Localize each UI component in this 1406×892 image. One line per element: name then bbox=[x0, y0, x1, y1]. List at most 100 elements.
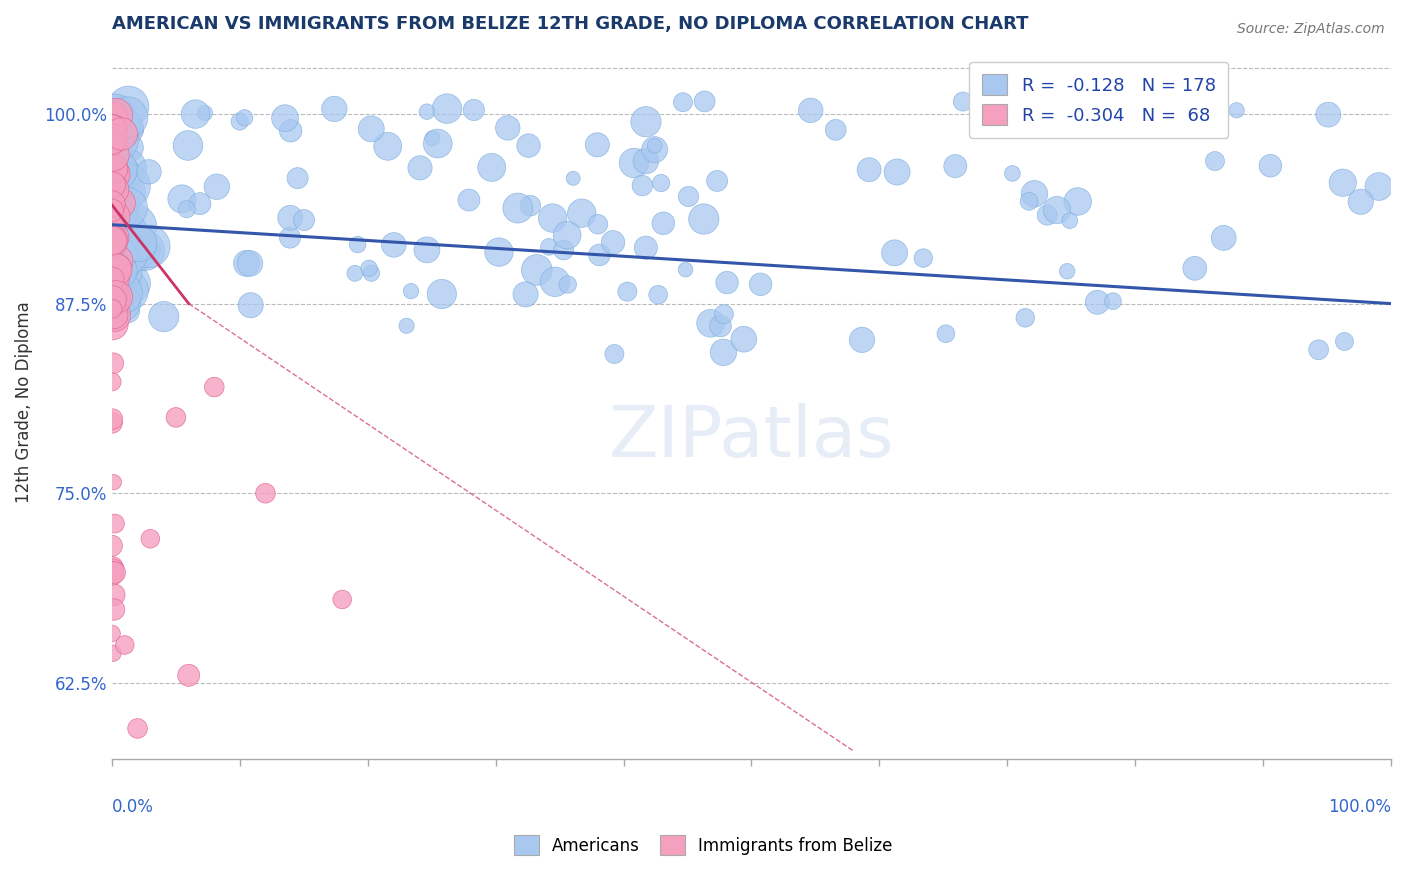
Point bbox=[343, 266, 366, 280]
Point bbox=[122, 219, 145, 234]
Point bbox=[105, 162, 128, 177]
Point bbox=[634, 114, 657, 128]
Point bbox=[127, 722, 149, 736]
Point bbox=[108, 196, 131, 211]
Point bbox=[101, 147, 124, 161]
Point bbox=[647, 287, 669, 301]
Point bbox=[517, 138, 540, 153]
Point bbox=[103, 117, 125, 131]
Point bbox=[110, 295, 132, 310]
Point bbox=[184, 107, 207, 121]
Point bbox=[634, 154, 657, 169]
Point bbox=[555, 228, 578, 243]
Point bbox=[114, 638, 136, 652]
Text: AMERICAN VS IMMIGRANTS FROM BELIZE 12TH GRADE, NO DIPLOMA CORRELATION CHART: AMERICAN VS IMMIGRANTS FROM BELIZE 12TH … bbox=[112, 15, 1028, 33]
Point bbox=[114, 164, 136, 178]
Point bbox=[101, 317, 124, 331]
Point bbox=[103, 165, 125, 179]
Point bbox=[709, 318, 731, 333]
Point bbox=[436, 102, 458, 116]
Point bbox=[101, 234, 124, 248]
Point bbox=[553, 243, 575, 257]
Point bbox=[1317, 108, 1340, 122]
Point bbox=[139, 244, 162, 258]
Point bbox=[101, 285, 124, 300]
Point bbox=[943, 159, 966, 173]
Point bbox=[103, 223, 125, 237]
Point bbox=[115, 275, 138, 289]
Point bbox=[115, 161, 138, 176]
Point bbox=[562, 171, 585, 186]
Point bbox=[107, 107, 129, 121]
Point bbox=[101, 563, 124, 577]
Point bbox=[101, 135, 124, 149]
Point bbox=[395, 318, 418, 333]
Point bbox=[117, 99, 139, 113]
Point bbox=[103, 150, 125, 164]
Point bbox=[101, 375, 124, 389]
Point bbox=[101, 183, 124, 197]
Point bbox=[631, 178, 654, 193]
Point bbox=[104, 104, 127, 119]
Point bbox=[105, 200, 128, 214]
Point bbox=[1350, 194, 1372, 209]
Point bbox=[118, 219, 141, 234]
Point bbox=[713, 307, 735, 321]
Point bbox=[886, 165, 908, 179]
Point bbox=[233, 111, 256, 125]
Point bbox=[115, 179, 138, 194]
Point bbox=[749, 277, 772, 292]
Point bbox=[138, 165, 160, 179]
Point bbox=[107, 290, 129, 304]
Point bbox=[117, 110, 139, 124]
Point bbox=[481, 161, 503, 175]
Point bbox=[422, 131, 444, 145]
Point bbox=[1046, 203, 1069, 218]
Point bbox=[101, 276, 124, 290]
Point bbox=[1226, 103, 1249, 118]
Point bbox=[463, 103, 485, 117]
Point bbox=[117, 284, 139, 298]
Point bbox=[644, 138, 666, 153]
Point bbox=[139, 532, 162, 546]
Point bbox=[1331, 176, 1354, 190]
Point bbox=[188, 196, 211, 211]
Point bbox=[488, 245, 510, 260]
Point bbox=[800, 103, 823, 118]
Point bbox=[1139, 96, 1161, 111]
Point bbox=[675, 262, 697, 277]
Point bbox=[1368, 179, 1391, 194]
Point bbox=[110, 248, 132, 262]
Point bbox=[103, 588, 125, 602]
Point bbox=[103, 356, 125, 370]
Point bbox=[114, 246, 136, 260]
Point bbox=[118, 141, 141, 155]
Point bbox=[105, 260, 128, 275]
Point bbox=[101, 178, 124, 192]
Point bbox=[101, 293, 124, 307]
Point bbox=[101, 539, 124, 553]
Point bbox=[105, 110, 128, 124]
Point bbox=[239, 256, 262, 270]
Point bbox=[588, 248, 610, 262]
Point bbox=[1001, 166, 1024, 180]
Point bbox=[644, 143, 666, 157]
Point bbox=[120, 277, 142, 291]
Point bbox=[101, 136, 124, 151]
Point bbox=[101, 120, 124, 135]
Point bbox=[623, 156, 645, 170]
Point bbox=[152, 310, 174, 324]
Point bbox=[557, 277, 579, 292]
Point bbox=[105, 263, 128, 277]
Point bbox=[117, 122, 139, 136]
Point bbox=[107, 127, 129, 141]
Point bbox=[103, 203, 125, 218]
Point bbox=[101, 566, 124, 581]
Point bbox=[103, 268, 125, 282]
Point bbox=[952, 95, 974, 109]
Point bbox=[101, 416, 124, 430]
Point bbox=[104, 164, 127, 178]
Point bbox=[1201, 107, 1223, 121]
Point bbox=[128, 236, 150, 251]
Point bbox=[108, 229, 131, 244]
